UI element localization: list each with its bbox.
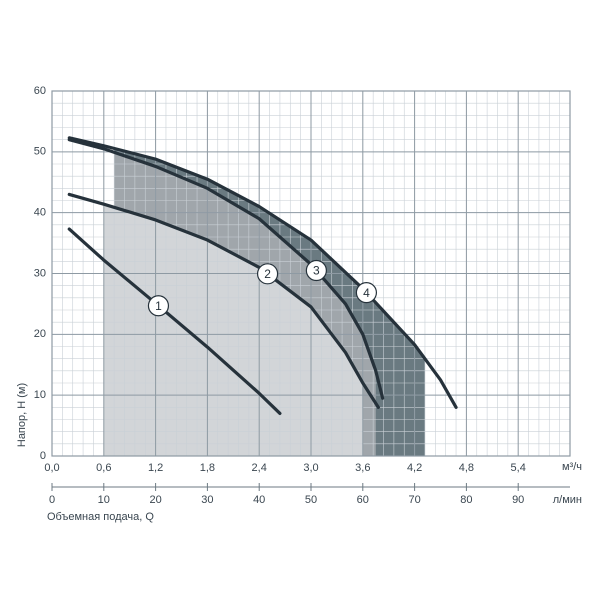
y-tick-label: 30	[34, 267, 46, 279]
x-tick-label: 3,0	[303, 462, 318, 474]
curve	[67, 227, 282, 416]
x-tick-label: 4,2	[407, 462, 422, 474]
operating-range	[103, 204, 363, 456]
curve-label: 4	[363, 286, 370, 300]
y-tick-label: 20	[34, 328, 46, 340]
y-axis-label: Напор, H (м)	[16, 383, 28, 447]
plot-frame	[51, 90, 571, 457]
curve-label-badge	[355, 282, 378, 304]
curve-label-badge	[256, 263, 279, 285]
x-unit: м³/ч	[562, 461, 582, 473]
curve	[67, 138, 385, 400]
curve-label-badge	[305, 259, 327, 282]
curve-label: 3	[313, 264, 320, 278]
x-tick-label: 4,8	[459, 462, 474, 474]
x2-tick-label: 50	[305, 494, 317, 506]
y-tick-label: 0	[40, 450, 46, 462]
curve-label-badge	[147, 295, 170, 317]
x-tick-label: 1,2	[148, 462, 163, 474]
curve-label: 2	[264, 267, 271, 281]
x2-tick-label: 10	[98, 494, 110, 506]
curve-label: 1	[155, 299, 162, 313]
x-axis-label: Объемная подача, Q	[47, 511, 154, 523]
x2-tick-label: 40	[253, 494, 265, 506]
x2-tick-label: 60	[357, 494, 369, 506]
curve	[67, 136, 458, 409]
x-tick-label: 0,0	[44, 462, 59, 474]
x2-tick-label: 0	[49, 494, 55, 506]
x2-tick-label: 90	[512, 494, 524, 506]
x-tick-label: 0,6	[96, 462, 111, 474]
y-tick-label: 60	[34, 85, 46, 97]
x2-tick-label: 70	[408, 494, 420, 506]
x2-tick-label: 30	[201, 494, 213, 506]
x2-unit: л/мин	[553, 494, 582, 506]
x2-tick-label: 80	[460, 494, 472, 506]
y-tick-label: 40	[34, 207, 46, 219]
y-tick-label: 50	[34, 146, 46, 158]
x-tick-label: 1,8	[200, 462, 215, 474]
y-tick-label: 10	[34, 389, 46, 401]
x-tick-label: 5,4	[511, 462, 526, 474]
grid: 0,0 0,6 1,2 1,8 2,4 3,0 3,6 4,2 4,8 5,40102030405…	[34, 85, 571, 506]
x-tick-label: 3,6	[355, 462, 370, 474]
x2-tick-label: 20	[149, 494, 161, 506]
labels: 1 2 3 4	[147, 259, 378, 317]
x-tick-label: 2,4	[252, 462, 267, 474]
